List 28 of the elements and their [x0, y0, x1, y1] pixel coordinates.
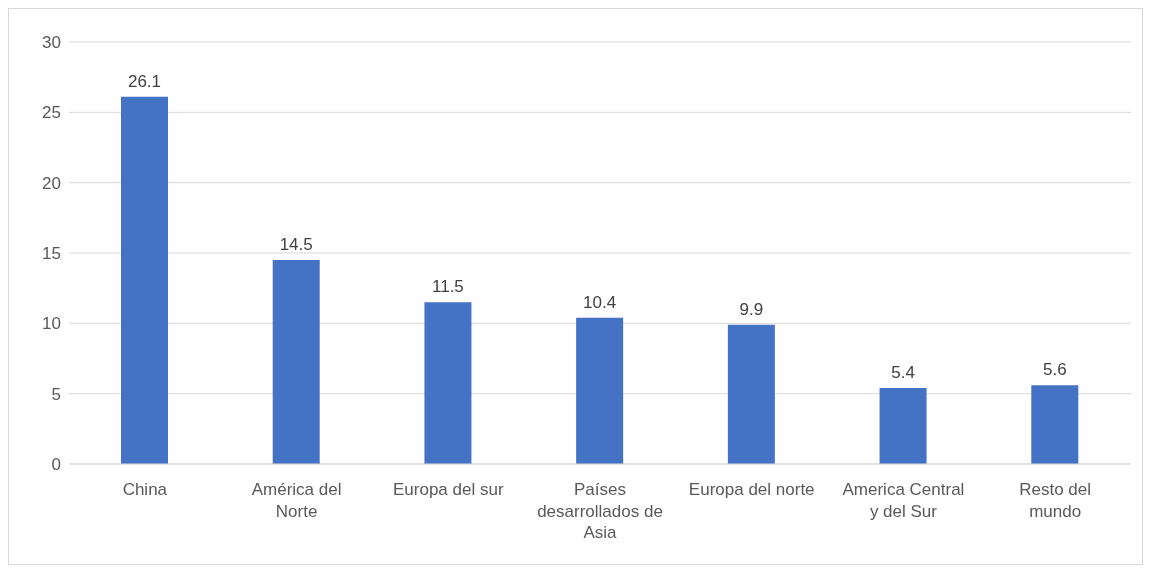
bar [576, 317, 624, 464]
data-label: 26.1 [127, 71, 162, 91]
x-tick-label: Resto del mundo [1019, 480, 1092, 521]
bar [727, 324, 775, 464]
bar [121, 96, 168, 464]
y-tick-label: 15 [42, 244, 61, 264]
y-tick-label: 0 [51, 455, 61, 475]
y-tick-label: 5 [51, 384, 61, 404]
bar [424, 302, 472, 464]
x-tick-label: China [122, 480, 168, 500]
x-tick-label: Países desarrollados de Asia [537, 480, 663, 542]
data-label: 11.5 [432, 277, 464, 297]
x-tick-label: America Central y del Sur [842, 480, 965, 521]
bar [1031, 385, 1079, 464]
y-tick-label: 20 [42, 173, 61, 193]
x-tick-label: América del Norte [251, 480, 342, 521]
bar [272, 260, 320, 464]
data-label: 5.4 [891, 363, 915, 383]
y-tick-label: 30 [42, 33, 61, 53]
x-tick-label: Europa del norte [688, 480, 815, 500]
y-tick-label: 10 [42, 314, 61, 334]
x-tick-label: Europa del sur [393, 480, 504, 500]
data-label: 14.5 [279, 235, 313, 255]
bar [879, 388, 927, 464]
data-label: 9.9 [739, 299, 764, 319]
data-label: 10.4 [583, 292, 617, 312]
y-tick-label: 25 [42, 103, 61, 123]
data-label: 5.6 [1042, 360, 1067, 380]
